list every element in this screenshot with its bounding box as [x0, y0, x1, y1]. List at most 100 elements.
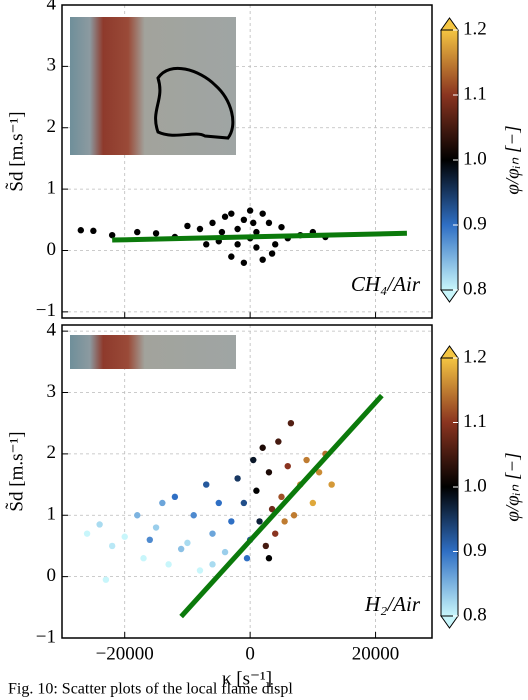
data-point: [309, 499, 317, 507]
x-tick-label: 20000: [352, 643, 400, 664]
data-point: [140, 555, 147, 562]
fit-line: [112, 230, 407, 243]
y-tick-label: −1: [36, 626, 56, 647]
colorbar-tick-label: 1.1: [463, 83, 487, 104]
data-point: [240, 259, 248, 266]
y-tick-label: 1: [47, 177, 57, 198]
data-point: [240, 499, 248, 507]
data-point: [134, 228, 141, 236]
colorbar-extend-bottom: [440, 615, 459, 629]
colorbar-label: φ/φᵢₙ [−]: [502, 452, 523, 521]
data-point: [259, 256, 266, 263]
y-tick-label: −1: [36, 300, 56, 321]
data-point: [253, 487, 260, 494]
data-point: [228, 210, 235, 217]
data-point: [240, 216, 248, 224]
data-point: [268, 505, 276, 513]
colorbar-tick-label: 0.9: [463, 213, 487, 234]
data-point: [196, 225, 204, 233]
data-point: [234, 475, 241, 482]
data-point: [278, 493, 285, 501]
colorbar-extend-top: [440, 17, 459, 31]
data-point: [281, 518, 288, 525]
data-point: [272, 241, 279, 248]
data-point: [272, 530, 279, 537]
y-tick-label: 4: [47, 319, 57, 340]
data-point: [77, 227, 85, 234]
data-point: [234, 225, 241, 233]
y-tick-label: 3: [47, 55, 57, 76]
data-point: [146, 536, 153, 544]
colorbar-tick-label: 1.0: [463, 148, 487, 169]
data-point: [152, 524, 160, 531]
data-point: [177, 545, 185, 553]
data-point: [328, 481, 335, 488]
colorbar-extend-bottom: [440, 289, 459, 303]
y-tick-label: 2: [47, 116, 57, 137]
y-tick-label: 1: [47, 504, 57, 525]
colorbar-tick-label: 1.2: [463, 18, 487, 39]
data-point: [209, 561, 216, 568]
data-point: [250, 456, 257, 464]
data-point: [221, 548, 229, 556]
data-point: [275, 438, 282, 445]
colorbar-tick-label: 1.0: [463, 475, 487, 496]
data-point: [315, 469, 323, 476]
data-point: [134, 512, 141, 519]
data-point: [303, 456, 310, 464]
fit-line: [179, 393, 384, 619]
data-point: [209, 530, 216, 537]
y-tick-label: 2: [47, 442, 57, 463]
data-point: [287, 419, 295, 427]
data-point: [190, 512, 197, 519]
x-tick-label: 0: [245, 643, 255, 664]
colorbar-extend-top: [440, 345, 459, 359]
y-tick-label: 0: [47, 239, 57, 260]
colorbar-tick-label: 1.1: [463, 411, 487, 432]
data-point: [262, 542, 270, 550]
plot-frame: [61, 324, 433, 639]
data-point: [90, 227, 97, 235]
data-point: [221, 213, 229, 220]
data-point: [253, 228, 260, 236]
data-point: [246, 207, 254, 214]
data-point: [253, 244, 260, 251]
data-point: [284, 462, 291, 470]
data-point: [243, 555, 251, 562]
data-point: [159, 499, 166, 507]
data-point: [184, 222, 191, 230]
data-point: [218, 228, 226, 236]
data-point: [265, 219, 273, 227]
data-point: [102, 576, 110, 583]
data-point: [256, 518, 263, 525]
colorbar-tick-label: 0.9: [463, 540, 487, 561]
panel-label: CH₄/Air: [351, 272, 421, 296]
y-axis-label: S̃d [m.s⁻¹]: [4, 111, 27, 191]
colorbar-label: φ/φᵢₙ [−]: [502, 125, 523, 194]
plot-frame: [61, 4, 433, 319]
data-point: [259, 210, 266, 217]
caption: Fig. 10: Scatter plots of the local flam…: [8, 681, 293, 698]
data-point: [234, 241, 241, 248]
data-point: [265, 555, 273, 562]
y-tick-label: 4: [47, 0, 57, 14]
data-point: [228, 518, 235, 525]
inset-contour: [154, 66, 235, 140]
x-axis-label: κ [s⁻¹]: [222, 668, 272, 689]
data-point: [108, 542, 116, 550]
data-point: [121, 533, 128, 540]
data-point: [265, 469, 273, 476]
inset-image: [70, 335, 236, 369]
data-point: [96, 521, 103, 528]
data-point: [83, 530, 91, 537]
data-point: [209, 219, 216, 227]
colorbar-tick-label: 0.8: [463, 278, 487, 299]
data-point: [203, 481, 210, 488]
data-point: [108, 231, 116, 239]
data-point: [268, 250, 276, 257]
data-point: [196, 567, 204, 574]
y-axis-label: S̃d [m.s⁻¹]: [4, 431, 27, 511]
data-point: [171, 493, 179, 501]
